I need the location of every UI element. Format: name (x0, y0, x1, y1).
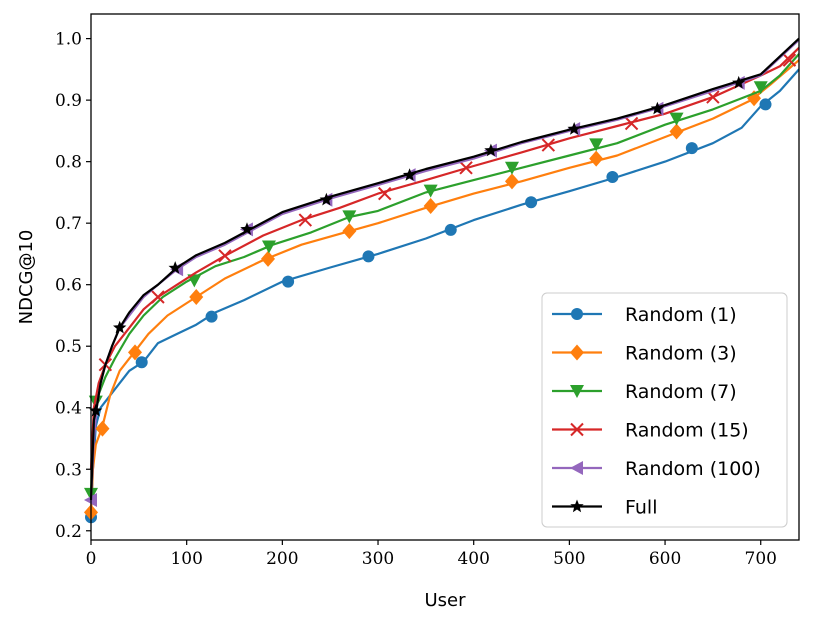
x-tick-label: 700 (745, 549, 777, 569)
legend-entry-random-100: Random (100) (552, 458, 761, 480)
series-random-1 (85, 68, 800, 524)
legend-entry-random-15: Random (15) (552, 420, 749, 442)
series-random-15-marker (459, 161, 473, 175)
series-random-7-marker (423, 184, 438, 198)
x-tick-label: 300 (362, 549, 394, 569)
legend-entry-random-15-label: Random (15) (625, 420, 749, 442)
series-full-marker (732, 75, 746, 89)
series-random-7-marker (753, 81, 768, 95)
x-tick-label: 0 (86, 549, 97, 569)
legend-entry-random-3: Random (3) (552, 343, 737, 365)
y-tick-label: 0.2 (55, 522, 82, 542)
series-random-3-marker (504, 173, 519, 190)
y-tick-label: 0.8 (55, 153, 82, 173)
series-random-15-marker (782, 53, 797, 67)
series-full (89, 37, 800, 501)
series-random-15-marker (218, 249, 232, 263)
x-tick-label: 500 (553, 549, 585, 569)
series-layer (84, 37, 800, 524)
y-tick-label: 0.5 (55, 337, 82, 357)
series-full-line (89, 37, 800, 501)
series-random-1-marker (685, 142, 698, 155)
series-random-3-marker (261, 250, 275, 267)
legend-entry-full-marker (570, 499, 584, 513)
x-tick-label: 600 (649, 549, 681, 569)
series-full-marker (168, 261, 182, 274)
series-random-3-marker (128, 344, 143, 361)
series-random-3-marker (589, 150, 604, 167)
legend-box (541, 292, 788, 528)
legend-entry-random-7-label: Random (7) (625, 381, 737, 403)
series-random-3-marker (423, 197, 438, 214)
series-random-1-marker (759, 98, 772, 111)
series-random-1-marker (362, 250, 375, 263)
series-random-1-marker (444, 223, 457, 236)
series-full-marker (240, 222, 254, 235)
series-random-1-marker (205, 310, 218, 323)
series-random-7-marker (342, 210, 357, 224)
series-random-15 (89, 47, 800, 470)
y-tick-label: 0.6 (55, 276, 82, 296)
series-full-marker (402, 168, 417, 181)
series-random-1-marker (606, 171, 619, 184)
series-full-marker (319, 192, 333, 206)
series-full-marker (484, 143, 498, 157)
y-tick-label: 0.9 (55, 91, 82, 111)
series-random-3-marker (95, 420, 110, 437)
series-random-7-marker (187, 274, 202, 288)
y-tick-label: 1.0 (55, 30, 82, 50)
x-axis-label: User (424, 590, 466, 611)
series-random-3-marker (189, 288, 204, 305)
legend-entry-random-3-label: Random (3) (625, 343, 737, 365)
legend-entry-full: Full (552, 497, 658, 519)
series-random-3-marker (342, 223, 357, 240)
series-full-marker (89, 403, 103, 417)
series-random-1-marker (135, 356, 148, 369)
series-full-marker (567, 122, 581, 135)
legend-entry-random-100-marker (570, 461, 583, 475)
series-random-15-line (89, 47, 800, 470)
x-tick-label: 100 (170, 549, 202, 569)
axis-layer: 0 100 200 300 400 500 600 700 0.2 0.3 0.4 0.5 0.6 0.7… (55, 30, 777, 569)
series-random-15-marker (541, 138, 556, 152)
series-random-7-marker (504, 161, 519, 175)
legend-entry-random-100-label: Random (100) (625, 458, 761, 480)
y-tick-label: 0.4 (55, 399, 82, 419)
y-tick-label: 0.3 (55, 460, 82, 480)
legend: Random (1) Random (3) Random (7) Random (15… (541, 292, 788, 528)
series-random-15-marker (298, 213, 313, 227)
series-random-7-marker (589, 138, 604, 152)
series-full-marker (650, 101, 665, 115)
y-tick-label: 0.7 (55, 214, 82, 234)
x-tick-label: 200 (266, 549, 298, 569)
plot-frame (90, 13, 800, 541)
series-random-15-marker (378, 186, 392, 201)
x-tick-label: 400 (457, 549, 489, 569)
legend-entry-random-1: Random (1) (552, 304, 737, 326)
series-random-3-line (89, 59, 800, 513)
series-full-marker (113, 320, 127, 334)
series-random-1-marker (525, 196, 538, 209)
legend-entry-full-label: Full (625, 497, 658, 519)
legend-entry-random-1-marker (571, 308, 583, 320)
series-random-15-marker (151, 290, 165, 304)
series-random-3-marker (669, 123, 684, 140)
series-random-7-marker (669, 112, 684, 126)
series-random-15-marker (624, 116, 639, 131)
legend-entry-random-7-marker (570, 385, 584, 398)
legend-entry-random-7: Random (7) (552, 381, 737, 403)
series-random-1-marker (282, 275, 295, 288)
series-random-7-marker (261, 240, 276, 254)
y-axis-label: NDCG@10 (16, 230, 37, 325)
series-random-7 (84, 53, 800, 501)
legend-entry-random-3-marker (570, 344, 584, 361)
legend-entry-random-1-label: Random (1) (625, 304, 737, 326)
legend-entry-random-15-marker (570, 422, 584, 437)
series-random-7-line (89, 53, 800, 494)
